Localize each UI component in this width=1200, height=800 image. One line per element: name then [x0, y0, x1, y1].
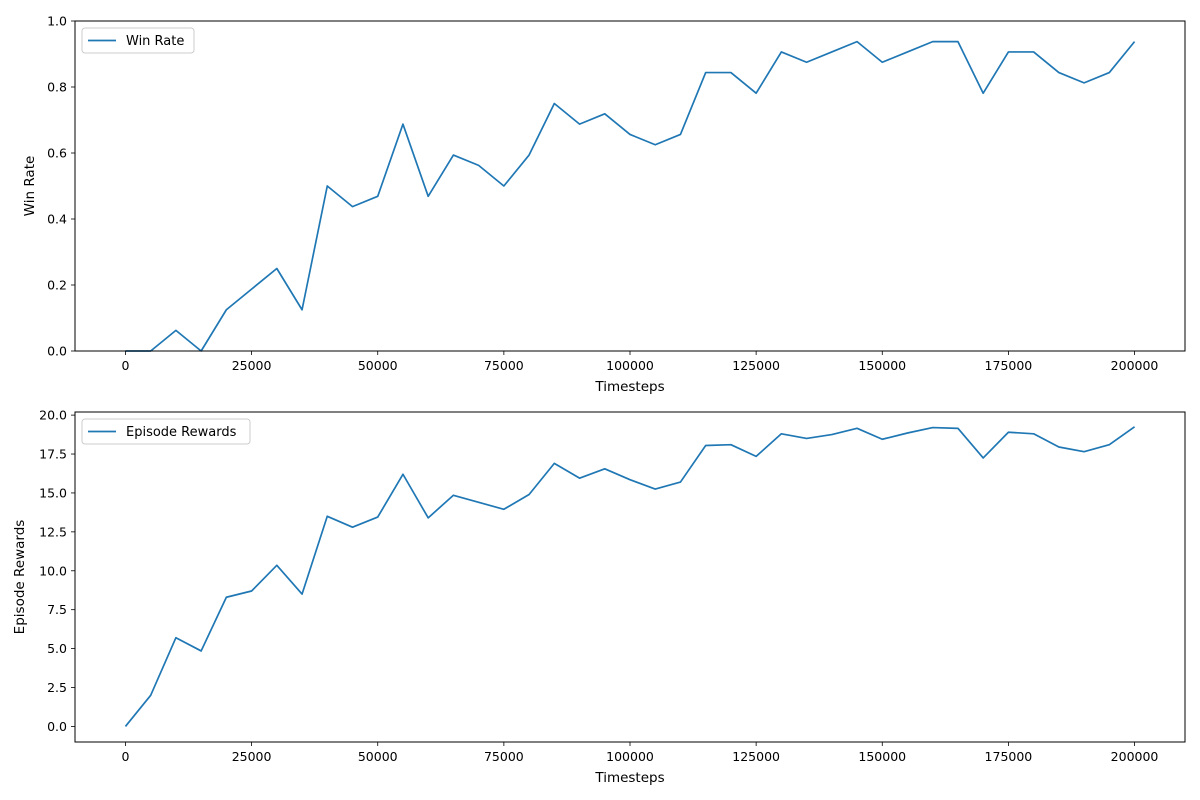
- x-tick-label: 0: [121, 749, 129, 764]
- y-tick-label: 10.0: [39, 563, 67, 578]
- x-tick-label: 175000: [985, 358, 1033, 373]
- y-tick-label: 20.0: [39, 408, 67, 423]
- x-tick-label: 75000: [484, 358, 524, 373]
- x-tick-label: 175000: [985, 749, 1033, 764]
- y-tick-label: 2.5: [47, 680, 67, 695]
- x-tick-label: 0: [121, 358, 129, 373]
- y-tick-label: 0.2: [47, 278, 67, 293]
- legend: Episode Rewards: [81, 418, 251, 445]
- x-tick-label: 150000: [858, 749, 906, 764]
- y-axis-title: Win Rate: [22, 156, 38, 217]
- legend-frame: [81, 418, 251, 445]
- y-tick-label: 1.0: [47, 14, 67, 29]
- x-tick-label: 100000: [606, 358, 654, 373]
- legend: Win Rate: [81, 27, 195, 54]
- plot-frame: [74, 20, 1186, 352]
- series-line-win-rate: [125, 40, 1136, 352]
- legend-label: Episode Rewards: [126, 425, 237, 440]
- plot-frame: [74, 411, 1186, 743]
- y-tick-label: 0.8: [47, 80, 67, 95]
- x-tick-label: 100000: [606, 749, 654, 764]
- y-tick-label: 7.5: [47, 602, 67, 617]
- y-tick-label: 12.5: [39, 524, 67, 539]
- x-tick-label: 200000: [1111, 358, 1159, 373]
- x-axis-title: Timesteps: [594, 379, 664, 395]
- win-rate-panel: 0 25000 50000 75000 100000 125000 150000 175000…: [22, 14, 1186, 395]
- x-tick-label: 25000: [232, 358, 272, 373]
- legend-frame: [81, 27, 195, 54]
- y-tick-label: 17.5: [39, 447, 67, 462]
- x-tick-label: 125000: [732, 749, 780, 764]
- x-tick-label: 50000: [358, 358, 398, 373]
- y-tick-label: 0.4: [47, 212, 67, 227]
- y-tick-label: 0.6: [47, 146, 67, 161]
- legend-label: Win Rate: [126, 34, 184, 49]
- series-line-episode-rewards: [124, 426, 1136, 727]
- x-tick-label: 25000: [232, 749, 272, 764]
- y-tick-label: 0.0: [47, 344, 67, 359]
- x-tick-label: 200000: [1111, 749, 1159, 764]
- x-tick-label: 75000: [484, 749, 524, 764]
- y-tick-label: 5.0: [47, 641, 67, 656]
- x-tick-label: 125000: [732, 358, 780, 373]
- x-tick-label: 50000: [358, 749, 398, 764]
- y-tick-label: 0.0: [47, 719, 67, 734]
- x-axis-title: Timesteps: [594, 770, 664, 786]
- x-tick-label: 150000: [858, 358, 906, 373]
- y-tick-label: 15.0: [39, 485, 67, 500]
- y-axis-title: Episode Rewards: [12, 520, 28, 635]
- episode-rewards-panel: 0 25000 50000 75000 100000 125000 150000 175000…: [12, 408, 1186, 786]
